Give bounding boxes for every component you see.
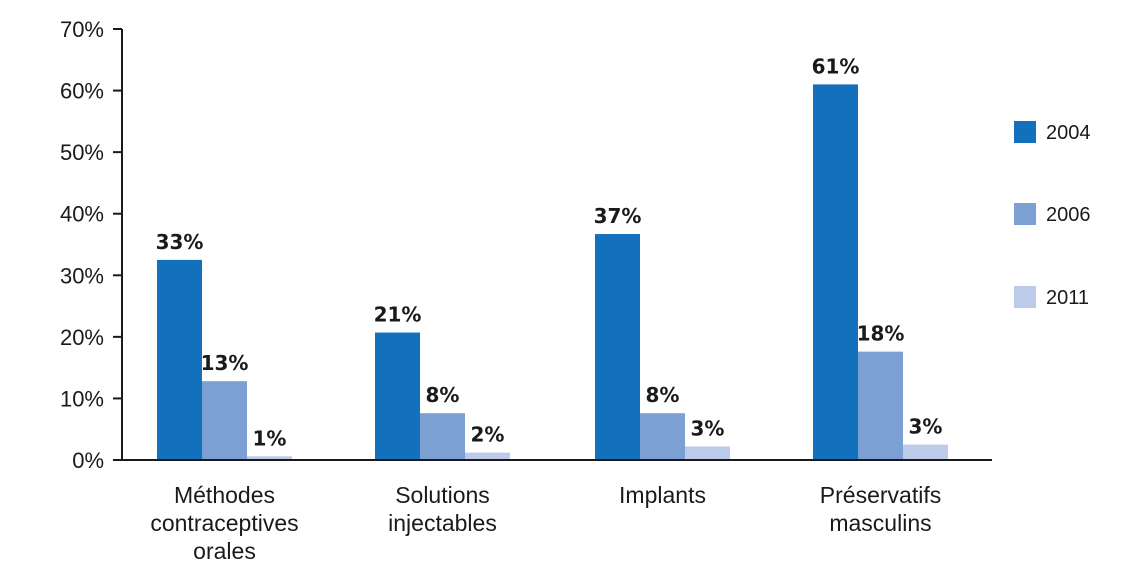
x-category-label-line: Solutions <box>395 482 490 508</box>
legend-swatch-2004 <box>1014 121 1036 143</box>
bar-2011-1 <box>465 452 510 460</box>
legend-swatch-2006 <box>1014 203 1036 225</box>
legend-label-2006: 2006 <box>1046 204 1091 226</box>
x-category-label-line: contraceptives <box>150 510 298 536</box>
bar-2011-0 <box>247 456 292 460</box>
data-label-2006-2: 8% <box>646 383 680 407</box>
y-axis: 0% 10% 20% 30% 40% 50% 60% 70% <box>60 17 123 473</box>
y-tick-label: 30% <box>60 263 104 288</box>
bar-2004-1 <box>375 332 420 460</box>
y-tick-label: 70% <box>60 17 104 42</box>
data-label-2006-1: 8% <box>426 383 460 407</box>
x-axis: Méthodes contraceptives orales Solutions inj… <box>121 459 992 564</box>
data-label-2011-1: 2% <box>471 423 505 447</box>
data-label-2004-2: 37% <box>594 204 642 228</box>
bar-2004-3 <box>813 84 858 461</box>
bar-2004-0 <box>157 259 202 460</box>
x-category-label-line: orales <box>193 538 256 564</box>
bar-2006-0 <box>202 381 247 460</box>
legend-label-2004: 2004 <box>1046 122 1091 144</box>
x-category-label: Implants <box>619 482 706 508</box>
data-labels: 33% 21% 37% 61% 13% 8% 8% 18% 1% 2% 3% 3% <box>156 54 943 450</box>
data-label-2004-0: 33% <box>156 230 204 254</box>
x-category-label: Méthodes contraceptives orales <box>150 482 298 564</box>
bar-2011-3 <box>903 444 948 460</box>
bar-2006-3 <box>858 351 903 460</box>
x-category-label-line: Méthodes <box>174 482 275 508</box>
data-label-2004-1: 21% <box>374 303 422 327</box>
y-tick-label: 40% <box>60 202 104 227</box>
bar-2006-1 <box>420 413 465 460</box>
legend: 2004 2006 2011 <box>1014 121 1091 309</box>
x-category-label: Solutions injectables <box>388 482 497 536</box>
x-category-label-line: masculins <box>829 510 931 536</box>
y-tick-label: 50% <box>60 140 104 165</box>
x-category-label-line: Implants <box>619 482 706 508</box>
legend-label-2011: 2011 <box>1046 287 1089 309</box>
y-tick-label: 60% <box>60 79 104 104</box>
bar-2011-2 <box>685 446 730 460</box>
bars <box>157 84 948 461</box>
y-tick-label: 10% <box>60 386 104 411</box>
bar-2004-2 <box>595 234 640 460</box>
data-label-2011-0: 1% <box>253 426 287 450</box>
data-label-2006-3: 18% <box>857 322 905 346</box>
data-label-2011-2: 3% <box>691 416 725 440</box>
data-label-2011-3: 3% <box>909 415 943 439</box>
legend-swatch-2011 <box>1014 286 1036 308</box>
x-category-label: Préservatifs masculins <box>820 482 941 536</box>
y-tick-label: 0% <box>72 448 104 473</box>
data-label-2004-3: 61% <box>812 54 860 78</box>
data-label-2006-0: 13% <box>201 351 249 375</box>
x-category-label-line: injectables <box>388 510 497 536</box>
x-category-label-line: Préservatifs <box>820 482 941 508</box>
y-tick-label: 20% <box>60 325 104 350</box>
bar-2006-2 <box>640 413 685 460</box>
